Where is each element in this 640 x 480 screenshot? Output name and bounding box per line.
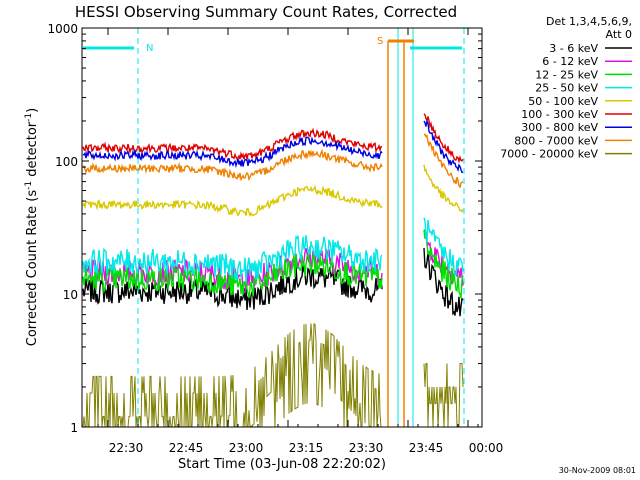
plot-area: NS: [82, 28, 465, 428]
legend-header-detectors: Det 1,3,4,5,6,9,: [546, 15, 632, 28]
x-tick-label: 22:45: [169, 441, 204, 455]
legend-label: 100 - 300 keV: [521, 108, 598, 121]
legend-label: 800 - 7000 keV: [514, 134, 598, 147]
x-tick-label: 23:00: [229, 441, 264, 455]
legend-label: 3 - 6 keV: [549, 42, 598, 55]
x-tick-label: 23:15: [289, 441, 324, 455]
series-line-pre: [82, 127, 383, 160]
series-line-post: [423, 363, 464, 428]
series-7: [82, 118, 464, 174]
x-tick-label: 22:30: [109, 441, 144, 455]
footer-date: 30-Nov-2009 08:01: [559, 466, 636, 475]
series-line-pre: [82, 136, 383, 169]
series-8: [82, 133, 464, 189]
x-axis-label: Start Time (03-Jun-08 22:20:02): [178, 457, 386, 472]
series-line-pre: [82, 251, 383, 299]
series-line-post: [423, 118, 464, 174]
y-tick-label: 10: [63, 288, 78, 302]
x-tick-label: 23:45: [409, 441, 444, 455]
series-6: [82, 113, 464, 164]
y-tick-label: 1000: [47, 22, 78, 36]
observation-markers: NS: [83, 28, 465, 427]
series-line-pre: [82, 323, 382, 428]
series-line-pre: [82, 184, 383, 218]
legend-label: 300 - 800 keV: [521, 121, 598, 134]
series-line-post: [423, 164, 464, 213]
saa-label: S: [377, 36, 383, 47]
series-9: [82, 323, 464, 428]
y-axis-label: Corrected Count Rate (s-1 detector-1): [24, 108, 40, 346]
night-label: N: [146, 43, 153, 54]
series-line-post: [423, 247, 464, 317]
x-axis: 22:30 22:45 23:00 23:15 23:30 23:45 00:00: [97, 28, 504, 455]
series-4: [82, 217, 464, 283]
series-line-post: [423, 229, 464, 299]
legend-label: 6 - 12 keV: [542, 55, 598, 68]
y-tick-label: 100: [55, 155, 78, 169]
legend-label: 7000 - 20000 keV: [500, 148, 598, 161]
x-tick-label: 00:00: [469, 441, 504, 455]
legend-header-attenuator: Att 0: [606, 28, 632, 41]
y-tick-label: 1: [70, 421, 78, 435]
chart-title: HESSI Observing Summary Count Rates, Cor…: [75, 3, 457, 21]
series-5: [82, 164, 464, 218]
series-1: [82, 247, 464, 317]
legend-label: 25 - 50 keV: [535, 82, 598, 95]
series-3: [82, 229, 464, 299]
legend-label: 50 - 100 keV: [528, 95, 598, 108]
series-line-pre: [82, 235, 383, 283]
series-line-post: [423, 133, 464, 189]
plot-frame: [81, 27, 483, 428]
legend-label: 12 - 25 keV: [535, 68, 598, 81]
series-line-pre: [82, 148, 383, 182]
x-tick-label: 23:30: [349, 441, 384, 455]
series-line-pre: [82, 264, 383, 311]
series-line-post: [423, 113, 464, 164]
series-line-post: [423, 217, 464, 277]
y-axis: 1 10 100 1000: [47, 22, 482, 435]
